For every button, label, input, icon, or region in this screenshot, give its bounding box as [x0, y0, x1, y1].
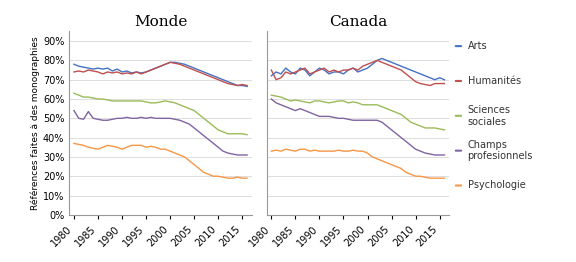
Text: Sciences
sociales: Sciences sociales — [468, 105, 510, 127]
Title: Canada: Canada — [329, 15, 387, 29]
Y-axis label: Références faites à des monographies: Références faites à des monographies — [31, 36, 40, 210]
Text: Psychologie: Psychologie — [468, 181, 525, 190]
Text: Arts: Arts — [468, 41, 487, 51]
Title: Monde: Monde — [134, 15, 187, 29]
Text: Champs
profesionnels: Champs profesionnels — [468, 140, 533, 161]
Text: Humanités: Humanités — [468, 76, 521, 86]
